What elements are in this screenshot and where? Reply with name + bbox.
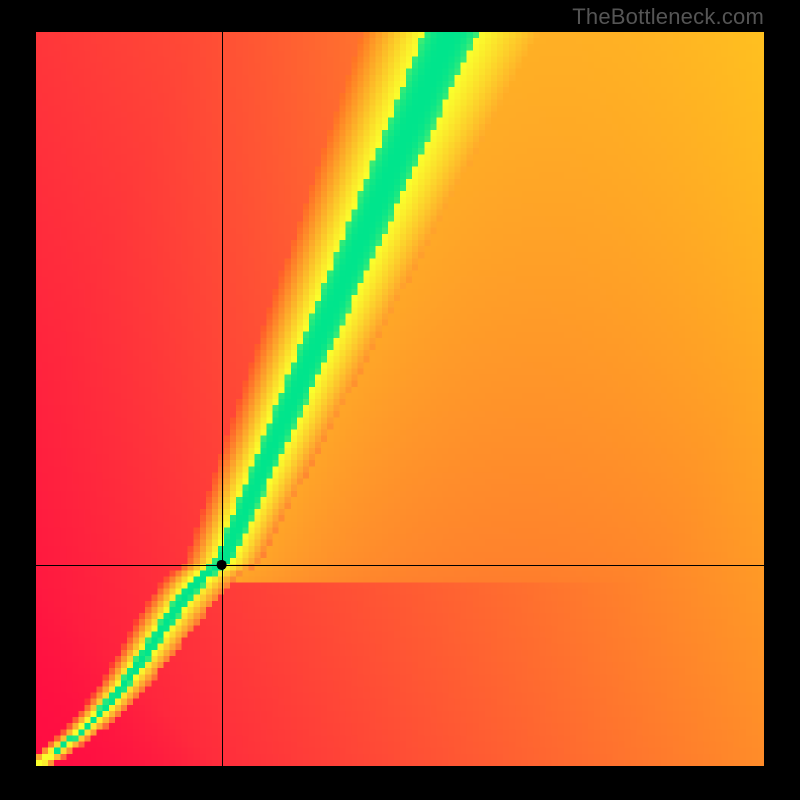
- watermark-text: TheBottleneck.com: [572, 4, 764, 30]
- crosshair-overlay: [36, 32, 764, 766]
- chart-root: { "watermark": { "text": "TheBottleneck.…: [0, 0, 800, 800]
